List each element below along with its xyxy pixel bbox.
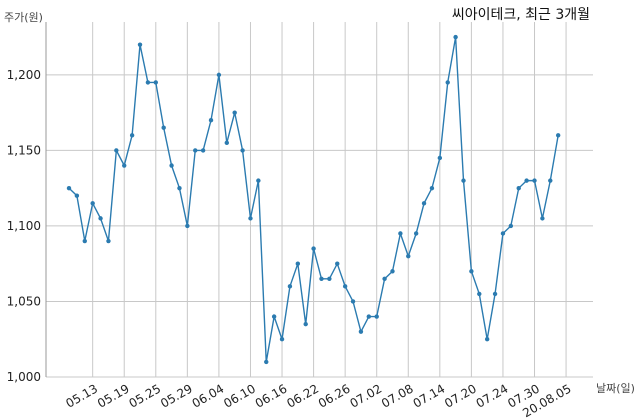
data-point	[82, 238, 87, 244]
data-point	[193, 148, 198, 153]
data-point	[271, 314, 277, 319]
data-point	[137, 42, 143, 47]
grid	[46, 22, 593, 378]
data-point	[492, 291, 498, 297]
data-point	[406, 253, 411, 259]
x-tick-label: 06.04	[190, 381, 227, 410]
data-point	[177, 185, 182, 191]
data-point	[429, 185, 435, 191]
data-point	[453, 34, 458, 40]
data-point	[208, 117, 214, 123]
data-point	[303, 321, 308, 327]
x-axis-label: 날짜(일)	[596, 381, 635, 395]
data-point	[66, 185, 72, 191]
x-tick-label: 06.22	[284, 381, 321, 410]
data-point	[74, 193, 80, 198]
data-point	[335, 261, 340, 266]
data-point	[279, 337, 285, 342]
data-point	[461, 178, 466, 183]
y-tick-labels: 1,000 1,050 1,100 1,150 1,200	[7, 68, 41, 384]
data-point	[548, 178, 553, 183]
data-point	[390, 269, 395, 274]
data-point	[508, 223, 514, 229]
data-point	[169, 163, 174, 168]
data-point	[398, 231, 403, 236]
data-point	[469, 269, 474, 274]
data-point	[358, 329, 364, 334]
data-point	[374, 314, 379, 319]
chart-title: 씨아이테크, 최근 3개월	[452, 7, 590, 23]
y-tick-label: 1,150	[7, 143, 41, 157]
x-tick-label: 05.19	[95, 381, 132, 410]
data-point	[295, 261, 301, 266]
data-point	[319, 276, 324, 282]
data-point	[114, 148, 119, 153]
x-tick-labels: 05.1305.1905.2505.2906.0406.1006.1606.22…	[63, 381, 573, 419]
x-tick-label: 05.25	[127, 381, 164, 410]
x-tick-label: 07.24	[474, 381, 511, 410]
data-point	[232, 110, 237, 115]
data-point	[153, 80, 158, 85]
data-point	[240, 148, 245, 153]
data-point	[311, 246, 316, 251]
y-tick-label: 1,100	[7, 219, 41, 233]
data-point	[524, 178, 529, 183]
data-point	[555, 133, 561, 138]
data-point	[98, 216, 103, 221]
x-tick-label: 07.20	[442, 381, 479, 410]
data-point	[145, 80, 151, 85]
x-tick-label: 07.02	[347, 381, 384, 410]
data-point	[216, 72, 222, 78]
data-point	[500, 231, 506, 236]
price-series	[66, 34, 561, 365]
data-point	[106, 238, 111, 244]
x-tick-label: 06.16	[253, 381, 290, 410]
data-point	[366, 314, 372, 319]
data-point	[437, 155, 443, 161]
data-point	[350, 299, 356, 304]
x-tick-label: 07.14	[411, 381, 448, 410]
x-tick-label: 06.26	[316, 381, 353, 410]
data-point	[342, 284, 348, 289]
data-point	[122, 163, 127, 168]
x-tick-label: 05.13	[63, 381, 100, 410]
data-point	[445, 80, 450, 85]
y-tick-label: 1,000	[7, 370, 41, 384]
data-point	[224, 140, 229, 146]
data-point	[161, 125, 166, 130]
data-point	[185, 223, 190, 229]
data-point	[477, 291, 482, 297]
data-point	[287, 284, 293, 289]
data-point	[516, 185, 521, 191]
data-point	[382, 276, 387, 282]
y-tick-label: 1,200	[7, 68, 41, 82]
x-tick-label: 06.10	[221, 381, 258, 410]
data-point	[200, 148, 206, 153]
data-point	[532, 178, 537, 183]
x-tick-label: 05.29	[158, 381, 195, 410]
y-axis-label: 주가(원)	[4, 11, 43, 24]
data-point	[264, 359, 269, 365]
data-point	[421, 201, 427, 206]
data-point	[90, 201, 95, 206]
data-point	[540, 216, 545, 221]
data-point	[413, 231, 419, 236]
y-tick-label: 1,050	[7, 294, 41, 308]
data-point	[129, 133, 135, 138]
x-tick-label: 07.08	[379, 381, 416, 410]
data-point	[248, 216, 253, 221]
data-point	[327, 276, 332, 282]
data-point	[256, 178, 261, 183]
data-point	[484, 337, 490, 342]
